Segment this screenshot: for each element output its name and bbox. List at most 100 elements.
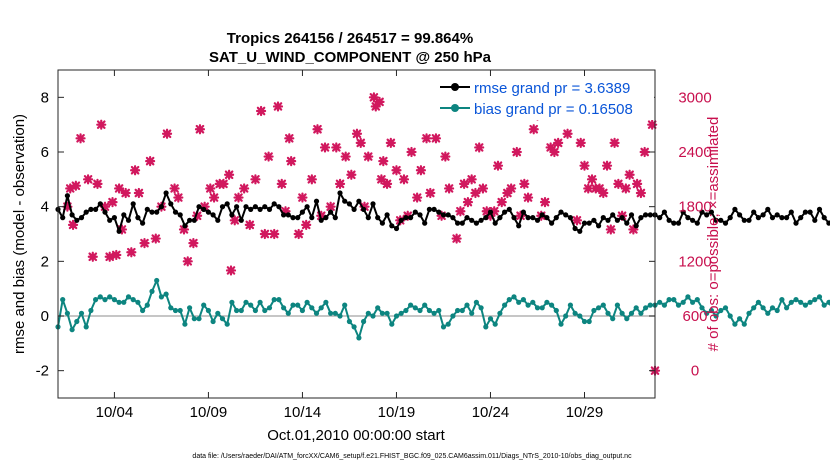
obs-count-marker [459, 178, 470, 189]
bias-series-point [102, 297, 108, 303]
bias-series-point [525, 302, 531, 308]
bias-series-point [168, 305, 174, 311]
bias-series-point [182, 321, 188, 327]
obs-count-marker [485, 210, 496, 221]
obs-count-marker [378, 156, 389, 167]
bias-series-point [685, 294, 691, 300]
bias-series-point [361, 318, 367, 325]
rmse-series-point [638, 215, 644, 221]
y2-axis-label: # of obs: o=possible; ×=assimilated [705, 117, 722, 352]
rmse-series-point [248, 206, 254, 212]
x-tick-label: 10/09 [190, 404, 228, 421]
rmse-series-point [412, 209, 418, 215]
rmse-series-point [304, 204, 310, 210]
rmse-series-point [332, 215, 338, 221]
rmse-series-point [511, 215, 517, 221]
rmse-series-point [149, 209, 155, 215]
obs-count-marker [444, 183, 455, 194]
rmse-series-point [361, 206, 367, 212]
bias-series-point [356, 335, 362, 341]
y2-tick-label: 3000 [678, 89, 711, 106]
rmse-series-point [751, 209, 757, 215]
bias-series-point [793, 297, 799, 303]
obs-count-marker [82, 174, 94, 185]
bias-series-point [694, 297, 700, 303]
obs-count-marker [129, 165, 141, 176]
obs-count-marker [381, 178, 393, 189]
rmse-series-point [497, 215, 503, 221]
obs-count-marker [562, 128, 573, 139]
rmse-series-point [408, 215, 414, 221]
rmse-series-point [262, 204, 268, 210]
bias-series-point [266, 305, 273, 311]
rmse-series-point [610, 212, 616, 218]
rmse-series-point [774, 212, 780, 218]
bias-series-point [784, 305, 790, 311]
bias-series-point [346, 318, 352, 325]
rmse-series-point [661, 209, 668, 215]
bias-series-point [516, 299, 522, 305]
rmse-series-point [704, 212, 710, 218]
rmse-series-point [295, 215, 301, 221]
rmse-series-point [788, 209, 794, 215]
rmse-series-point [318, 217, 324, 223]
bias-series-point [732, 321, 738, 327]
obs-count-marker [340, 151, 351, 162]
rmse-series-point [299, 209, 305, 215]
rmse-series-point [285, 212, 291, 218]
rmse-series-point [826, 220, 830, 226]
rmse-series-point [690, 217, 696, 223]
bias-series-point [624, 316, 630, 322]
bias-series-point [690, 299, 696, 305]
chart-title: Tropics 264156 / 264517 = 99.864% [227, 30, 473, 47]
rmse-series-point [393, 225, 400, 232]
bias-series-point [158, 294, 164, 300]
bias-series-point [116, 299, 122, 305]
bias-series-point [304, 299, 310, 305]
rmse-series-point [182, 223, 188, 229]
rmse-series-point [685, 215, 691, 221]
bias-series-point [779, 297, 785, 303]
rmse-series-point [187, 217, 193, 223]
rmse-series-point [323, 215, 329, 221]
bias-series-point [318, 305, 324, 311]
bias-series-point [403, 307, 409, 314]
bias-series-point [328, 310, 334, 316]
rmse-series-point [793, 220, 799, 226]
rmse-series-point [459, 220, 465, 226]
rmse-series-point [784, 215, 790, 221]
bias-series-point [713, 313, 719, 319]
obs-count-marker [575, 137, 586, 148]
data-file-footnote: data file: /Users/raeder/DAI/ATM_forcXX/… [192, 453, 632, 460]
rmse-series-point [328, 209, 334, 215]
y-tick-label: 2 [41, 253, 49, 270]
bias-series-point [149, 288, 155, 294]
obs-count-marker [224, 169, 235, 180]
x-axis-label: Oct.01,2010 00:00:00 start [267, 427, 445, 444]
obs-count-marker [549, 146, 560, 158]
rmse-series-point [502, 209, 508, 215]
rmse-series-point [398, 217, 404, 223]
rmse-series-point [370, 201, 376, 207]
rmse-series-point [464, 215, 470, 221]
y-axis-label: rmse and bias (model - observation) [11, 114, 28, 354]
bias-series-point [234, 307, 240, 314]
obs-count-marker [111, 249, 122, 261]
bias-series-point [205, 307, 211, 314]
rmse-series-point [549, 220, 555, 226]
rmse-series-point [605, 217, 611, 223]
obs-count-marker [430, 133, 442, 144]
obs-count-marker [545, 142, 556, 153]
obs-count-marker [259, 228, 270, 240]
bias-series-point [478, 305, 484, 311]
bias-series-point [581, 318, 588, 325]
rmse-series-point [473, 220, 479, 226]
obs-count-marker [628, 224, 639, 235]
obs-count-marker [272, 101, 284, 112]
rmse-series-point [487, 209, 494, 215]
rmse-series-point [403, 215, 409, 221]
obs-count-marker [87, 251, 98, 262]
rmse-series-point [544, 215, 550, 221]
bias-series-point [511, 294, 517, 300]
obs-count-marker [462, 197, 474, 208]
